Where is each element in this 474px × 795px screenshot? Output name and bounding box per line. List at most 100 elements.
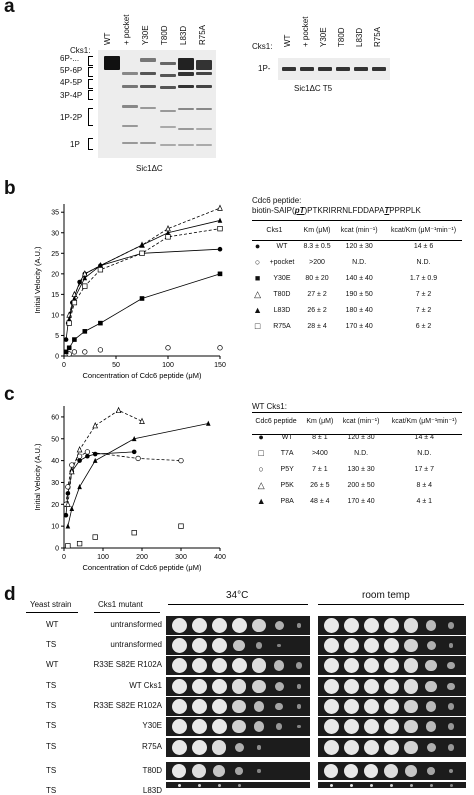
yeast-spot bbox=[256, 745, 262, 750]
data-point-p8a bbox=[77, 484, 82, 490]
panel-a-lane-label: T80D bbox=[160, 25, 169, 45]
plate-room-temp bbox=[318, 636, 466, 655]
yeast-spot bbox=[363, 658, 379, 673]
data-point-p5k bbox=[65, 500, 71, 507]
data-point-pocket bbox=[165, 345, 171, 351]
table-row: ○ P5Y 7 ± 1 130 ± 30 17 ± 7 bbox=[250, 461, 464, 477]
table-cell-name: WT bbox=[281, 433, 293, 441]
yeast-spot bbox=[384, 764, 398, 778]
yeast-spot bbox=[171, 719, 187, 734]
fit-curve-r75a bbox=[68, 228, 221, 324]
mutant-label: R75A bbox=[141, 742, 162, 751]
yeast-spot bbox=[273, 660, 285, 671]
table-cell-ratio: 14 ± 6 bbox=[413, 242, 434, 250]
x-tick-label: 100 bbox=[162, 362, 174, 369]
peptide-seq-t2: T bbox=[384, 206, 390, 215]
yeast-spot bbox=[296, 623, 302, 628]
yeast-spot bbox=[447, 682, 455, 691]
table-cell-ratio: 1.7 ± 0.9 bbox=[409, 274, 438, 282]
table-row: ▲ P8A 48 ± 4 170 ± 40 4 ± 1 bbox=[250, 493, 464, 509]
yeast-spot bbox=[171, 699, 187, 714]
marker-1p-2p: 1P-2P bbox=[60, 113, 83, 122]
plate-34c bbox=[166, 717, 310, 736]
yeast-spot bbox=[274, 621, 284, 630]
yeast-spot bbox=[171, 679, 187, 694]
table-cell-name: T80D bbox=[273, 290, 291, 298]
fit-curve-p5k bbox=[67, 409, 143, 505]
bracket-6p bbox=[88, 56, 93, 66]
yeast-spot bbox=[425, 659, 437, 672]
table-cell-km: 26 ± 5 bbox=[310, 481, 330, 489]
table-row: ● WT 8.3 ± 0.5 120 ± 30 14 ± 6 bbox=[250, 238, 464, 254]
marker-4p-5p: 4P-5P bbox=[60, 78, 83, 87]
yeast-spot bbox=[253, 701, 265, 712]
table-cell-ratio: 14 ± 4 bbox=[414, 433, 434, 441]
panel-c-label: c bbox=[4, 384, 15, 405]
y-tick-label: 0 bbox=[55, 546, 59, 553]
yeast-spot bbox=[363, 699, 379, 714]
plate-room-temp bbox=[318, 738, 466, 757]
yeast-spot bbox=[425, 620, 437, 631]
yeast-spot bbox=[426, 743, 436, 752]
mutant-label: untransformed bbox=[110, 640, 162, 649]
x-tick-label: 50 bbox=[112, 362, 120, 369]
table-cell-kcat: 130 ± 30 bbox=[347, 465, 375, 473]
mutant-label: Y30E bbox=[142, 721, 162, 730]
yeast-spot bbox=[323, 740, 339, 755]
panel-a-right-lane-label: WT bbox=[283, 34, 292, 47]
y-tick-label: 5 bbox=[55, 333, 59, 340]
data-point-wt bbox=[77, 458, 82, 463]
table-cell-name: P5Y bbox=[280, 465, 294, 473]
table-row: ■ Y30E 80 ± 20 140 ± 40 1.7 ± 0.9 bbox=[250, 270, 464, 286]
data-point-p5y bbox=[76, 453, 83, 459]
fit-curve-p5y bbox=[65, 451, 182, 505]
panel-a-cks1-label: Cks1: bbox=[70, 46, 91, 55]
yeast-spot bbox=[171, 638, 187, 653]
panel-a-lane-label: L83D bbox=[179, 25, 188, 45]
yeast-spot bbox=[274, 682, 284, 691]
yeast-spot bbox=[275, 702, 283, 711]
yeast-spot bbox=[253, 721, 265, 732]
yeast-spot bbox=[405, 765, 417, 777]
plate-room-temp bbox=[318, 697, 466, 716]
data-point-wt bbox=[85, 453, 90, 459]
table-cell-km: 7 ± 1 bbox=[312, 465, 328, 473]
table-cell-ratio: N.D. bbox=[416, 258, 431, 266]
data-point-p8a bbox=[69, 505, 75, 511]
y-tick-label: 0 bbox=[55, 354, 59, 361]
yeast-spot bbox=[211, 699, 227, 714]
yeast-spot bbox=[275, 723, 283, 730]
yeast-spot bbox=[232, 719, 246, 734]
table-cell-name: Y30E bbox=[273, 274, 291, 282]
yeast-spot bbox=[217, 783, 221, 787]
data-point-r75a bbox=[82, 283, 88, 289]
table-cell-kcat: 140 ± 40 bbox=[345, 274, 373, 282]
table-cell-km: 26 ± 2 bbox=[307, 306, 327, 314]
mutant-label: L83D bbox=[142, 786, 162, 795]
yeast-spot bbox=[349, 783, 353, 787]
panel-a-lane-label: Y30E bbox=[141, 25, 150, 45]
x-tick-label: 200 bbox=[136, 554, 148, 561]
table-header: Km (μM) bbox=[306, 417, 334, 425]
yeast-spot bbox=[232, 699, 246, 714]
table-cell-ratio: 7 ± 2 bbox=[415, 306, 432, 314]
yeast-spot bbox=[447, 661, 455, 670]
plate-34c bbox=[166, 738, 310, 757]
data-point-t7a bbox=[92, 534, 98, 540]
data-point-p8a bbox=[131, 435, 137, 442]
data-point-t7a bbox=[178, 523, 184, 529]
yeast-spot bbox=[191, 699, 207, 714]
data-point-t7a bbox=[76, 540, 83, 547]
strain-label: WT bbox=[46, 620, 59, 629]
mutant-label: R33E S82E R102A bbox=[93, 701, 163, 710]
yeast-spot bbox=[323, 618, 339, 633]
yeast-spot bbox=[323, 699, 339, 714]
yeast-spot bbox=[343, 719, 359, 734]
yeast-spot bbox=[295, 662, 303, 669]
data-point-wt bbox=[63, 512, 69, 518]
plate-room-temp bbox=[318, 762, 466, 780]
yeast-spot bbox=[383, 699, 399, 714]
panel-a-right-lane-label: R75A bbox=[373, 26, 382, 47]
yeast-spot bbox=[211, 679, 227, 694]
strain-label: TS bbox=[46, 721, 57, 730]
